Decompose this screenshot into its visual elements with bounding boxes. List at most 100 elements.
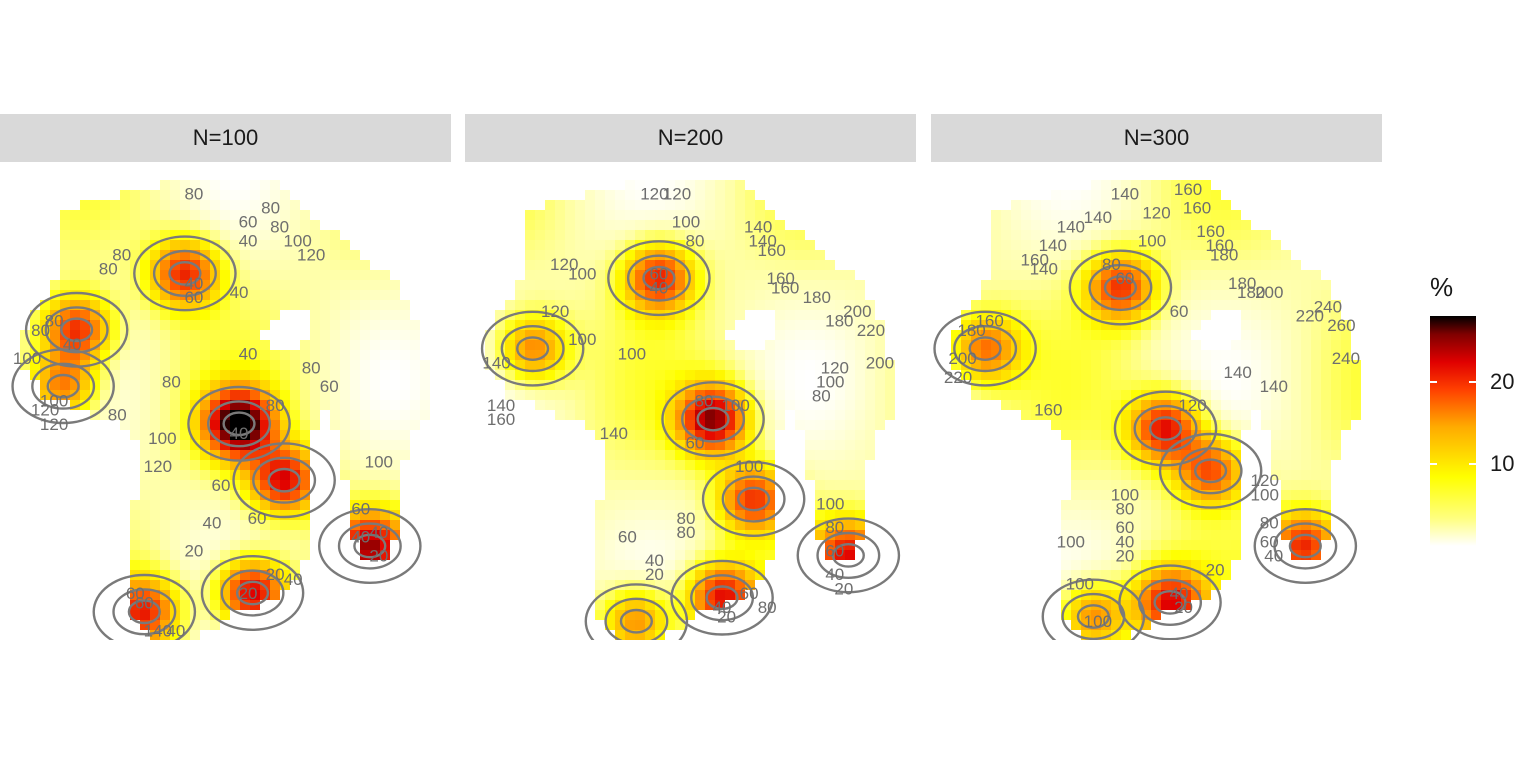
heatmap-cell xyxy=(595,200,605,210)
heatmap-cell xyxy=(545,400,555,410)
contour-label: 20 xyxy=(1206,561,1225,580)
heatmap-cell xyxy=(180,610,190,620)
heatmap-cell xyxy=(200,190,210,200)
heatmap-cell xyxy=(1141,290,1151,300)
heatmap-cell xyxy=(1121,290,1131,300)
heatmap-cell xyxy=(190,540,200,550)
heatmap-panel: 140 160 120 160 140 140 160 100 160 140 180 160 140 8… xyxy=(931,170,1382,640)
heatmap-cell xyxy=(310,380,320,390)
heatmap-cell xyxy=(270,180,280,190)
heatmap-cell xyxy=(290,470,300,480)
heatmap-cell xyxy=(200,560,210,570)
heatmap-cell xyxy=(1031,300,1041,310)
heatmap-cell xyxy=(1011,320,1021,330)
heatmap-cell xyxy=(745,260,755,270)
heatmap-cell xyxy=(1331,410,1341,420)
contour-label: 20 xyxy=(1115,546,1134,565)
heatmap-cell xyxy=(100,380,110,390)
heatmap-cell xyxy=(685,500,695,510)
heatmap-cell xyxy=(90,250,100,260)
heatmap-cell xyxy=(1211,370,1221,380)
heatmap-cell xyxy=(845,460,855,470)
heatmap-cell xyxy=(885,380,895,390)
heatmap-cell xyxy=(635,450,645,460)
facet-strip: N=100 xyxy=(0,114,451,162)
heatmap-cell xyxy=(1061,410,1071,420)
heatmap-cell xyxy=(1181,190,1191,200)
heatmap-cell xyxy=(735,390,745,400)
heatmap-cell xyxy=(1151,260,1161,270)
heatmap-cell xyxy=(1051,380,1061,390)
contour-label: 160 xyxy=(1205,236,1233,255)
heatmap-cell xyxy=(380,500,390,510)
heatmap-cell xyxy=(230,330,240,340)
heatmap-cell xyxy=(220,460,230,470)
heatmap-cell xyxy=(380,290,390,300)
heatmap-cell xyxy=(505,340,515,350)
heatmap-cell xyxy=(340,430,350,440)
heatmap-cell xyxy=(605,300,615,310)
heatmap-cell xyxy=(200,200,210,210)
heatmap-cell xyxy=(1311,290,1321,300)
heatmap-cell xyxy=(1121,350,1131,360)
heatmap-cell xyxy=(665,190,675,200)
heatmap-cell xyxy=(190,490,200,500)
heatmap-cell xyxy=(735,380,745,390)
heatmap-cell xyxy=(410,420,420,430)
heatmap-cell xyxy=(1221,280,1231,290)
heatmap-cell xyxy=(705,510,715,520)
heatmap-cell xyxy=(1171,590,1181,600)
heatmap-cell xyxy=(170,370,180,380)
heatmap-cell xyxy=(505,390,515,400)
heatmap-cell xyxy=(100,370,110,380)
heatmap-cell xyxy=(775,330,785,340)
heatmap-cell xyxy=(615,460,625,470)
heatmap-cell xyxy=(190,470,200,480)
heatmap-cell xyxy=(815,360,825,370)
heatmap-cell xyxy=(1101,360,1111,370)
heatmap-cell xyxy=(30,310,40,320)
heatmap-cell xyxy=(1161,570,1171,580)
heatmap-cell xyxy=(190,310,200,320)
heatmap-cell xyxy=(991,260,1001,270)
contour-line xyxy=(1288,533,1322,559)
heatmap-cell xyxy=(140,390,150,400)
heatmap-cell xyxy=(210,320,220,330)
heatmap-cell xyxy=(1081,530,1091,540)
heatmap-cell xyxy=(505,300,515,310)
heatmap-cell xyxy=(260,370,270,380)
heatmap-cell xyxy=(865,310,875,320)
heatmap-cell xyxy=(150,250,160,260)
heatmap-cell xyxy=(1231,390,1241,400)
heatmap-cell xyxy=(685,340,695,350)
heatmap-cell xyxy=(260,500,270,510)
heatmap-cell xyxy=(280,250,290,260)
heatmap-cell xyxy=(1201,310,1211,320)
heatmap-cell xyxy=(140,550,150,560)
heatmap-cell xyxy=(1201,270,1211,280)
heatmap-cell xyxy=(1111,220,1121,230)
heatmap-cell xyxy=(350,420,360,430)
heatmap-cell xyxy=(835,430,845,440)
heatmap-cell xyxy=(685,230,695,240)
heatmap-cell xyxy=(655,260,665,270)
heatmap-cell xyxy=(80,310,90,320)
heatmap-cell xyxy=(170,430,180,440)
heatmap-cell xyxy=(1011,280,1021,290)
heatmap-cell xyxy=(290,450,300,460)
heatmap-cell xyxy=(220,230,230,240)
heatmap-cell xyxy=(1311,280,1321,290)
heatmap-cell xyxy=(855,320,865,330)
heatmap-cell xyxy=(1281,390,1291,400)
heatmap-cell xyxy=(410,320,420,330)
heatmap-cell xyxy=(795,230,805,240)
heatmap-cell xyxy=(160,600,170,610)
heatmap-cell xyxy=(875,380,885,390)
heatmap-cell xyxy=(170,230,180,240)
heatmap-cell xyxy=(695,590,705,600)
heatmap-cell xyxy=(725,350,735,360)
heatmap-cell xyxy=(400,330,410,340)
heatmap-cell xyxy=(1221,250,1231,260)
heatmap-cell xyxy=(855,380,865,390)
heatmap-cell xyxy=(765,540,775,550)
